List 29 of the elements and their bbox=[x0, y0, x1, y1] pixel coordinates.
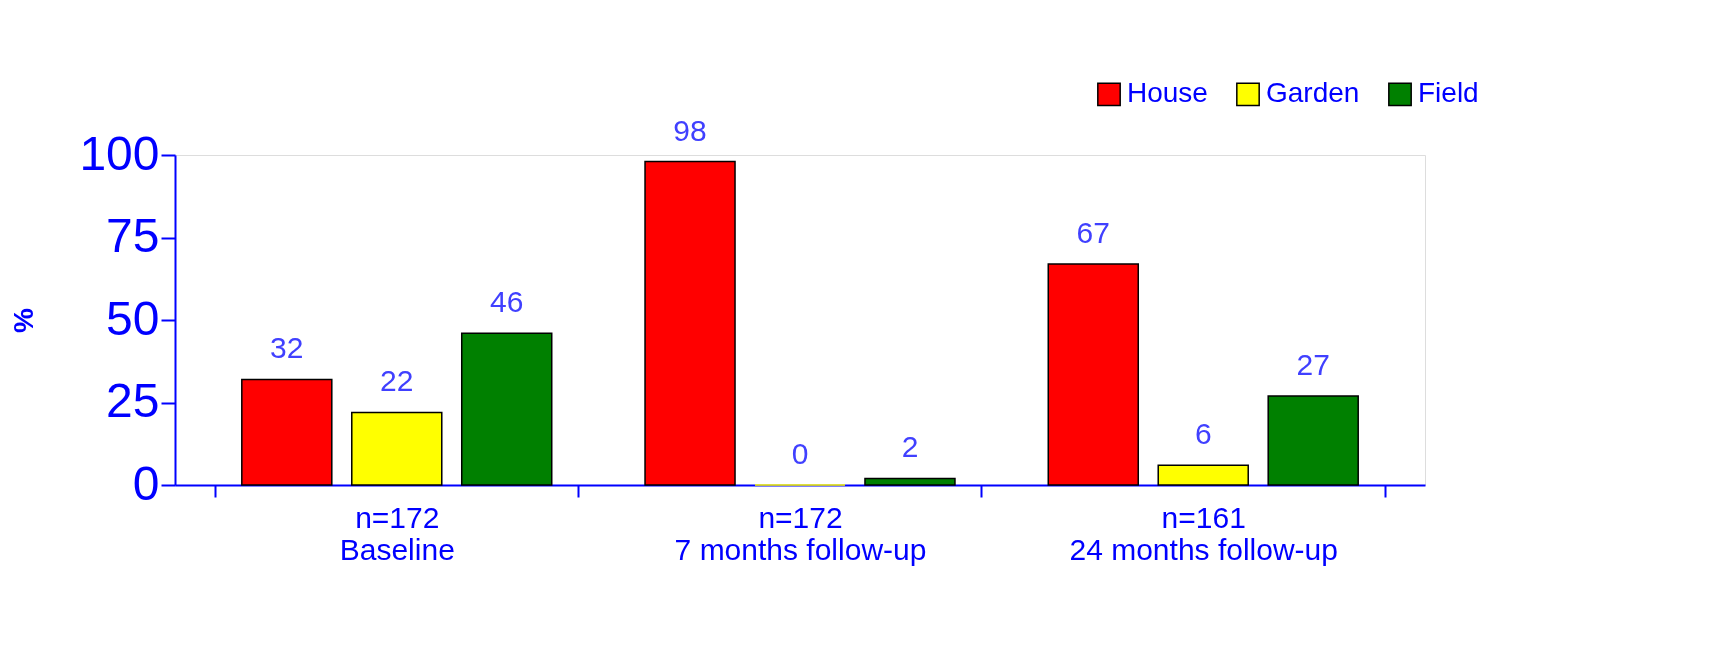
bar bbox=[241, 378, 333, 486]
legend-label: Garden bbox=[1266, 77, 1360, 109]
x-tick-label: n=172 7 months follow-up bbox=[674, 500, 927, 566]
x-tick-label: n=161 24 months follow-up bbox=[1069, 500, 1338, 566]
bar bbox=[644, 160, 736, 486]
y-axis-title: % bbox=[8, 307, 40, 333]
data-label: 67 bbox=[1076, 215, 1110, 249]
data-label: 46 bbox=[490, 285, 524, 319]
bar bbox=[1267, 395, 1359, 486]
bar bbox=[864, 477, 956, 486]
data-label: 98 bbox=[673, 113, 707, 147]
bar bbox=[460, 332, 553, 486]
data-label: 6 bbox=[1194, 417, 1212, 451]
bar bbox=[351, 411, 443, 486]
y-tick-label: 25 bbox=[106, 374, 160, 427]
data-label: 22 bbox=[380, 364, 414, 398]
y-tick-label: 50 bbox=[106, 291, 160, 345]
data-label: 2 bbox=[901, 430, 919, 464]
bar bbox=[1157, 464, 1249, 486]
y-tick-label: 0 bbox=[132, 456, 160, 510]
y-tick-label: 100 bbox=[79, 126, 160, 180]
legend-label: Field bbox=[1418, 77, 1479, 109]
x-tick-label: n=172 Baseline bbox=[339, 500, 455, 566]
bar bbox=[1047, 263, 1140, 486]
legend-label: House bbox=[1127, 77, 1208, 109]
data-label: 27 bbox=[1296, 347, 1330, 381]
y-tick-label: 75 bbox=[106, 209, 160, 262]
data-label: 32 bbox=[270, 331, 304, 365]
data-label: 0 bbox=[791, 437, 809, 470]
